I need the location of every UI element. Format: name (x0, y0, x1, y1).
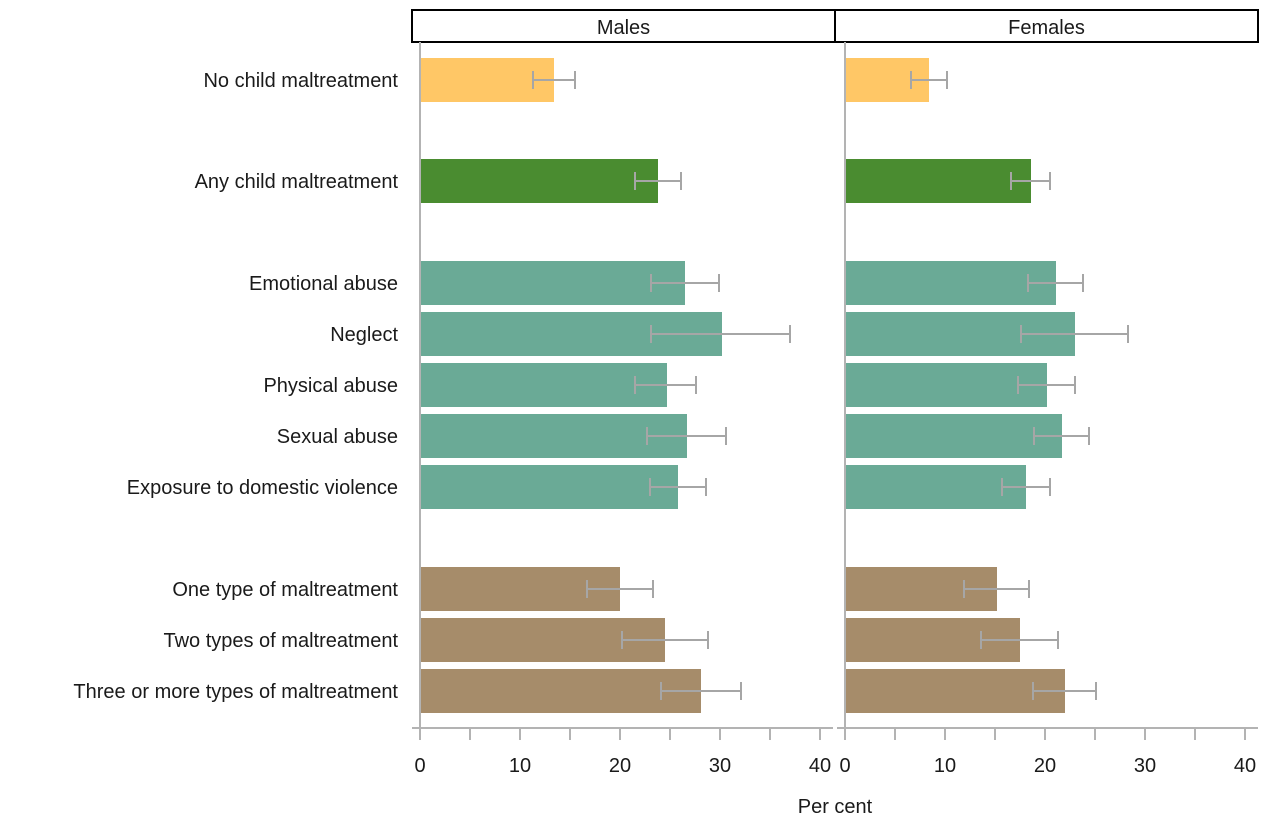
panel-strip-label: Females (1008, 17, 1085, 39)
panel-males: Males 0 10 20 30 40 (411, 9, 836, 777)
error-bar (649, 478, 707, 496)
x-tick-label: 30 (709, 755, 731, 777)
category-label: Exposure to domestic violence (127, 477, 398, 499)
bar (845, 669, 1065, 713)
bar (845, 414, 1062, 458)
error-bar (1033, 427, 1090, 445)
x-tick-label: 30 (1134, 755, 1156, 777)
error-bar (1027, 274, 1084, 292)
x-tick-label: 0 (414, 755, 425, 777)
x-tick-label: 0 (839, 755, 850, 777)
error-bar (660, 682, 742, 700)
x-tick-label: 40 (1234, 755, 1256, 777)
x-tick-label: 10 (509, 755, 531, 777)
category-label: No child maltreatment (203, 70, 398, 92)
panel-strip-label: Males (597, 17, 650, 39)
category-label: Neglect (330, 324, 398, 346)
bar (845, 363, 1047, 407)
category-label: One type of maltreatment (172, 579, 398, 601)
x-tick-label: 40 (809, 755, 831, 777)
panel-strip (834, 9, 1259, 43)
x-tick-label: 10 (934, 755, 956, 777)
error-bar (1010, 172, 1051, 190)
bar (420, 261, 685, 305)
category-label: Sexual abuse (277, 426, 398, 448)
error-bar (646, 427, 727, 445)
bar (420, 669, 701, 713)
error-bar (650, 274, 720, 292)
error-bar (532, 71, 576, 89)
error-bar (634, 376, 697, 394)
error-bar (1001, 478, 1051, 496)
bar (420, 465, 678, 509)
error-bar (1017, 376, 1076, 394)
error-bar (650, 325, 791, 343)
category-label: Emotional abuse (249, 273, 398, 295)
category-label: Physical abuse (263, 375, 398, 397)
category-label: Three or more types of maltreatment (73, 681, 398, 703)
error-bar (980, 631, 1059, 649)
x-axis-title: Per cent (798, 796, 873, 818)
error-bar (634, 172, 682, 190)
category-label: Any child maltreatment (195, 171, 399, 193)
bar (845, 159, 1031, 203)
error-bar (621, 631, 709, 649)
panel-females: Females 0 10 20 30 40 (834, 9, 1259, 777)
bar (420, 363, 667, 407)
error-bar (963, 580, 1030, 598)
panel-strip (411, 9, 836, 43)
category-label: Two types of maltreatment (163, 630, 398, 652)
x-tick-label: 20 (609, 755, 631, 777)
error-bar (1032, 682, 1097, 700)
bar (420, 414, 687, 458)
error-bar (1020, 325, 1129, 343)
category-labels: No child maltreatment Any child maltreatm… (73, 70, 398, 703)
bar (420, 159, 658, 203)
error-bar (910, 71, 948, 89)
bar (845, 465, 1026, 509)
panels: Males 0 10 20 30 40 Females 0 10 20 30 40 (411, 9, 1259, 777)
x-tick-label: 20 (1034, 755, 1056, 777)
bar (845, 261, 1056, 305)
error-bar (586, 580, 654, 598)
bar (420, 58, 554, 102)
